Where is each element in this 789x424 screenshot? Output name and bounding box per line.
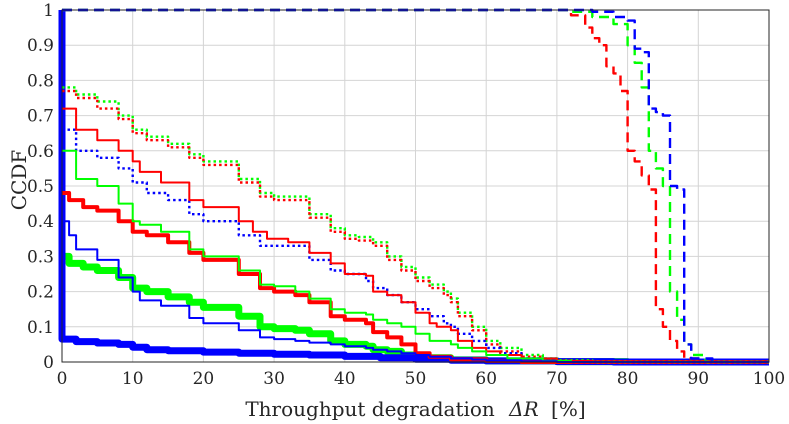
y-tick-label-6: 0.6 xyxy=(27,142,54,162)
series-layer xyxy=(58,8,769,366)
x-tick-label-9: 90 xyxy=(687,369,709,389)
series-red-dotted xyxy=(62,89,769,364)
y-tick-label-7: 0.7 xyxy=(27,107,54,127)
x-tick-label-3: 30 xyxy=(263,369,285,389)
x-tick-label-2: 20 xyxy=(193,369,215,389)
x-tick-label-7: 70 xyxy=(546,369,568,389)
x-tick-label-6: 60 xyxy=(475,369,497,389)
y-tick-label-1: 0.1 xyxy=(27,318,54,338)
x-tick-label-1: 10 xyxy=(122,369,144,389)
y-tick-label-2: 0.2 xyxy=(27,283,54,303)
series-green-dotted xyxy=(62,86,769,364)
x-axis-label-math: ΔR xyxy=(508,397,539,421)
y-tick-label-4: 0.4 xyxy=(27,212,54,232)
x-axis-label-text: Throughput degradation xyxy=(245,397,495,421)
y-tick-labels: 0 0.1 0.2 0.3 0.4 0.5 0.6 0.7 0.8 0.9 1 xyxy=(27,1,54,373)
x-tick-label-0: 0 xyxy=(57,369,68,389)
x-tick-label-8: 80 xyxy=(617,369,639,389)
series-green-thin xyxy=(62,149,769,363)
x-tick-label-4: 40 xyxy=(334,369,356,389)
y-axis-label: CCDF xyxy=(7,150,31,211)
series-blue-dashed xyxy=(62,8,769,364)
series-red-medium xyxy=(62,191,769,364)
y-tick-label-8: 0.8 xyxy=(27,71,54,91)
series-blue-thin xyxy=(62,220,769,363)
x-tick-label-5: 50 xyxy=(405,369,427,389)
series-blue-dotted xyxy=(62,128,769,364)
y-tick-label-9: 0.9 xyxy=(27,36,54,56)
x-axis-label-unit: [%] xyxy=(551,397,586,421)
plot-frame xyxy=(61,9,770,363)
y-tick-label-5: 0.5 xyxy=(27,177,54,197)
y-tick-label-0: 0 xyxy=(43,353,54,373)
x-axis-label: Throughput degradation ΔR [%] xyxy=(245,397,585,421)
series-red-dashed xyxy=(62,8,769,364)
y-tick-label-10: 1 xyxy=(43,1,54,21)
series-red-thin xyxy=(62,107,769,363)
y-tick-label-3: 0.3 xyxy=(27,247,54,267)
x-tick-labels: 0 10 20 30 40 50 60 70 80 90 100 xyxy=(57,369,786,389)
x-tick-label-10: 100 xyxy=(753,369,785,389)
